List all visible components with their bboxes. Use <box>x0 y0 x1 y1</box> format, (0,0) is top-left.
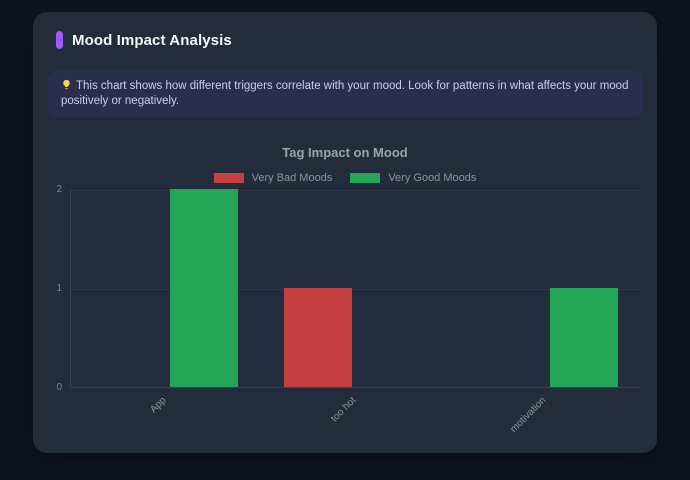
accent-pill <box>56 31 63 49</box>
legend-item-very-bad-moods[interactable]: Very Bad Moods <box>213 172 333 184</box>
y-tick-0: 0 <box>56 382 62 393</box>
bar-motivation-very-good-moods[interactable] <box>550 288 618 387</box>
gridline-y2 <box>71 190 640 191</box>
chart-legend: Very Bad Moods Very Good Moods <box>33 172 657 184</box>
bar-too-hot-very-bad-moods[interactable] <box>284 288 352 387</box>
info-banner-text: This chart shows how different triggers … <box>61 80 629 107</box>
tag-impact-chart: Tag Impact on Mood Very Bad Moods Very Go… <box>33 12 657 453</box>
legend-item-very-good-moods[interactable]: Very Good Moods <box>350 172 476 184</box>
page-title: Mood Impact Analysis <box>72 31 232 49</box>
chart-title: Tag Impact on Mood <box>282 145 408 160</box>
legend-label: Very Good Moods <box>388 172 477 184</box>
card-header: Mood Impact Analysis <box>56 31 232 49</box>
x-tick-too-hot: too hot <box>329 395 359 425</box>
legend-swatch <box>350 173 381 183</box>
gridline-y1 <box>71 289 640 290</box>
y-tick-1: 1 <box>56 283 62 294</box>
x-tick-app: App <box>148 395 169 416</box>
bar-app-very-good-moods[interactable] <box>170 189 238 387</box>
info-banner: This chart shows how different triggers … <box>48 71 643 117</box>
chart-plot-area <box>70 189 640 388</box>
mood-impact-card: Mood Impact Analysis This chart shows ho… <box>33 12 657 453</box>
y-tick-2: 2 <box>56 184 62 195</box>
legend-label: Very Bad Moods <box>251 172 333 184</box>
x-tick-motivation: motivation <box>508 395 549 436</box>
lightbulb-icon <box>63 79 70 90</box>
legend-swatch <box>213 173 244 183</box>
